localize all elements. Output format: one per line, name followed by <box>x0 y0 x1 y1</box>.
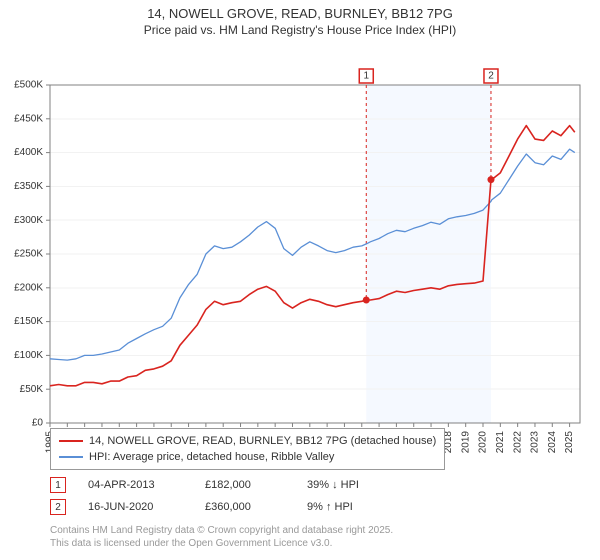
price-chart: £0 £50K £100K £150K £200K £250K £300K £350K £400… <box>0 37 600 463</box>
svg-text:£250K: £250K <box>14 249 43 260</box>
sale-price: £182,000 <box>205 479 285 491</box>
svg-text:£300K: £300K <box>14 215 43 226</box>
footer: Contains HM Land Registry data © Crown c… <box>50 524 393 550</box>
sale-delta: 39% ↓ HPI <box>307 479 397 491</box>
svg-text:2020: 2020 <box>478 431 489 454</box>
sale-marker: 2 <box>50 499 66 515</box>
svg-text:£450K: £450K <box>14 113 43 124</box>
svg-text:2019: 2019 <box>460 431 471 454</box>
legend-swatch <box>59 456 83 458</box>
legend-label: HPI: Average price, detached house, Ribb… <box>89 449 334 465</box>
chart-subtitle: Price paid vs. HM Land Registry's House … <box>0 23 600 37</box>
sale-row: 1 04-APR-2013 £182,000 39% ↓ HPI <box>50 474 397 496</box>
sales-table: 1 04-APR-2013 £182,000 39% ↓ HPI 2 16-JUN-202… <box>50 474 397 518</box>
svg-text:£400K: £400K <box>14 147 43 158</box>
footer-line-1: Contains HM Land Registry data © Crown c… <box>50 524 393 537</box>
sale-marker: 1 <box>50 477 66 493</box>
svg-text:£200K: £200K <box>14 282 43 293</box>
svg-text:2024: 2024 <box>547 431 558 454</box>
legend-swatch <box>59 440 83 442</box>
svg-text:2022: 2022 <box>512 431 523 454</box>
svg-text:£0: £0 <box>32 418 44 429</box>
svg-text:1: 1 <box>363 71 369 82</box>
svg-text:£50K: £50K <box>20 384 44 395</box>
svg-text:2: 2 <box>488 71 494 82</box>
svg-text:£350K: £350K <box>14 181 43 192</box>
svg-text:2021: 2021 <box>495 431 506 454</box>
svg-text:2025: 2025 <box>564 431 575 454</box>
svg-text:£150K: £150K <box>14 316 43 327</box>
sale-price: £360,000 <box>205 501 285 513</box>
chart-title: 14, NOWELL GROVE, READ, BURNLEY, BB12 7P… <box>0 6 600 21</box>
legend-item: 14, NOWELL GROVE, READ, BURNLEY, BB12 7P… <box>59 433 436 449</box>
sale-date: 04-APR-2013 <box>88 479 183 491</box>
svg-text:£500K: £500K <box>14 80 43 91</box>
legend: 14, NOWELL GROVE, READ, BURNLEY, BB12 7P… <box>50 428 445 470</box>
svg-text:2023: 2023 <box>530 431 541 454</box>
sale-row: 2 16-JUN-2020 £360,000 9% ↑ HPI <box>50 496 397 518</box>
footer-line-2: This data is licensed under the Open Gov… <box>50 537 393 550</box>
sale-date: 16-JUN-2020 <box>88 501 183 513</box>
legend-item: HPI: Average price, detached house, Ribb… <box>59 449 436 465</box>
svg-text:£100K: £100K <box>14 350 43 361</box>
legend-label: 14, NOWELL GROVE, READ, BURNLEY, BB12 7P… <box>89 433 436 449</box>
sale-delta: 9% ↑ HPI <box>307 501 397 513</box>
